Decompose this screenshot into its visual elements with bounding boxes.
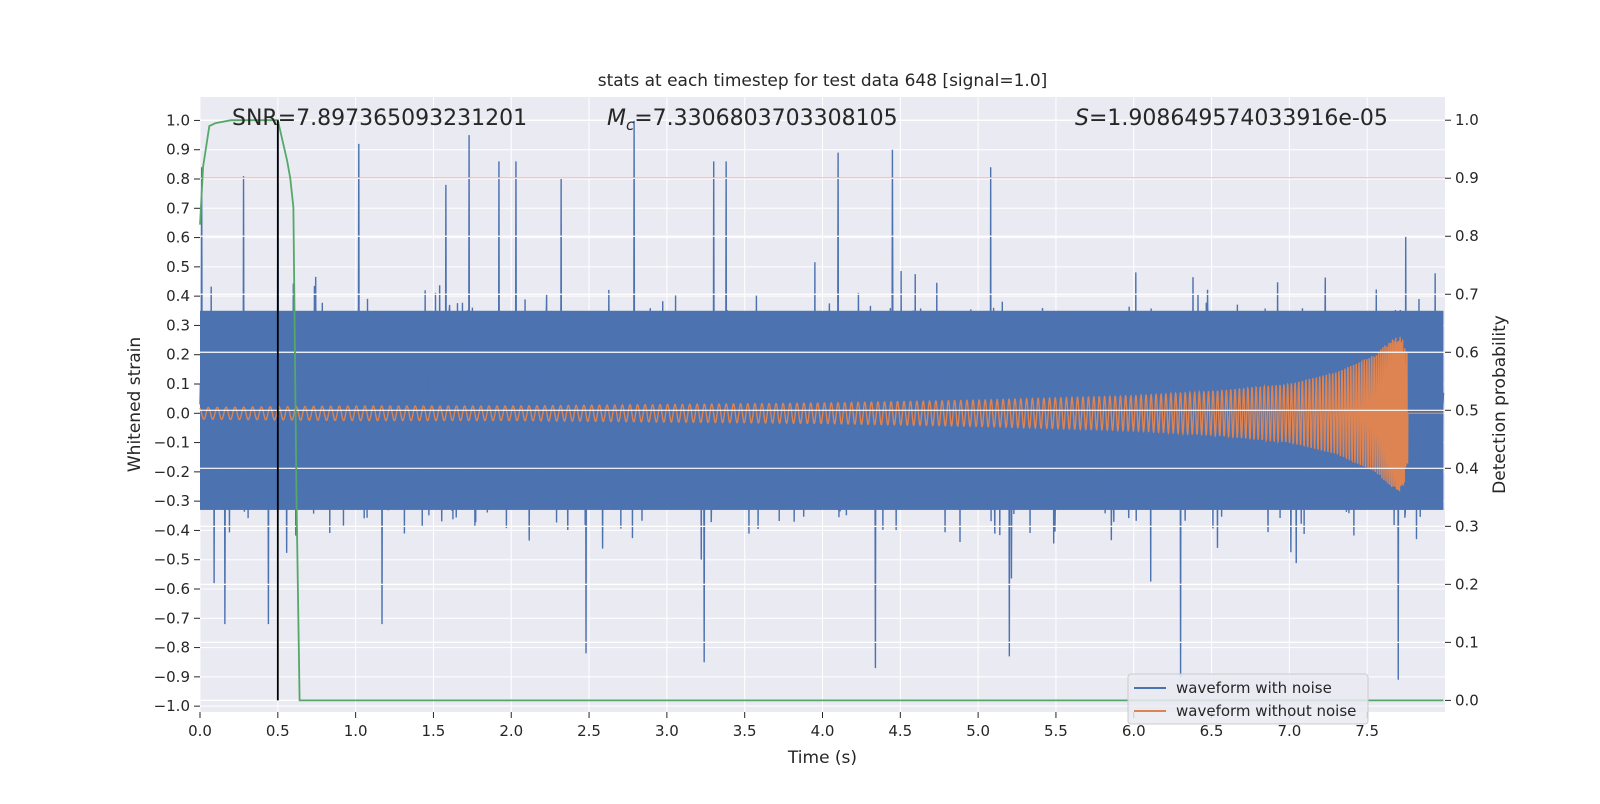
left-axis: 1.0 0.9 0.8 0.7 0.6 0.5 0.4 0.3 0.2 0.1 0.0 −0.1 −0.…	[154, 111, 200, 715]
x-tick-label: 7.0	[1277, 722, 1301, 740]
series-waveform-without-noise	[199, 336, 1444, 492]
x-tick-label: 6.0	[1122, 722, 1146, 740]
y-left-tick-label: 0.5	[166, 258, 190, 276]
x-tick-label: 1.5	[422, 722, 446, 740]
x-tick-label: 2.5	[577, 722, 601, 740]
y-right-tick-label: 0.5	[1455, 401, 1479, 419]
y-left-tick-label: −0.1	[154, 434, 190, 452]
x-tick-label: 4.5	[888, 722, 912, 740]
y-right-tick-label: 0.7	[1455, 285, 1479, 303]
y-left-tick-label: 0.9	[166, 141, 190, 159]
s-value: =1.908649574033916e-05	[1089, 106, 1388, 131]
y-axis-left-label: Whitened strain	[125, 337, 145, 472]
chirp-mass-annotation: Mc=7.3306803703308105	[607, 106, 898, 134]
y-left-tick-label: −0.6	[154, 580, 190, 598]
y-left-tick-label: 0.3	[166, 316, 190, 334]
y-left-tick-label: −0.3	[154, 492, 190, 510]
x-tick-label: 3.5	[733, 722, 757, 740]
plot-marks	[199, 119, 1445, 702]
y-left-tick-label: 1.0	[166, 111, 190, 129]
x-tick-label: 6.5	[1200, 722, 1224, 740]
y-left-tick-label: −1.0	[154, 697, 190, 715]
x-tick-label: 0.0	[188, 722, 212, 740]
y-right-tick-label: 1.0	[1455, 111, 1479, 129]
y-right-tick-label: 0.6	[1455, 343, 1479, 361]
x-tick-label: 5.0	[966, 722, 990, 740]
y-left-tick-label: −0.4	[154, 521, 190, 539]
x-axis-label: Time (s)	[787, 748, 857, 768]
y-right-tick-label: 0.1	[1455, 633, 1479, 651]
x-tick-label: 1.0	[344, 722, 368, 740]
y-left-tick-label: 0.0	[166, 404, 190, 422]
s-symbol: S	[1075, 106, 1089, 131]
legend: waveform with noise waveform without noi…	[1127, 673, 1369, 725]
x-tick-label: 7.5	[1355, 722, 1379, 740]
y-right-tick-label: 0.8	[1455, 227, 1479, 245]
s-annotation: S=1.908649574033916e-05	[1075, 106, 1388, 131]
chart-title: stats at each timestep for test data 648…	[598, 71, 1048, 91]
y-left-tick-label: −0.2	[154, 463, 190, 481]
y-left-tick-label: −0.9	[154, 668, 190, 686]
y-left-tick-label: 0.4	[166, 287, 190, 305]
x-tick-label: 3.0	[655, 722, 679, 740]
y-left-tick-label: 0.2	[166, 346, 190, 364]
chirp-mass-value: =7.3306803703308105	[634, 106, 897, 131]
y-left-tick-label: 0.8	[166, 170, 190, 188]
x-tick-label: 5.5	[1044, 722, 1068, 740]
y-left-tick-label: 0.6	[166, 229, 190, 247]
chirp-mass-symbol: M	[607, 106, 626, 131]
y-right-tick-label: 0.3	[1455, 517, 1479, 535]
y-left-tick-label: −0.7	[154, 609, 190, 627]
x-tick-label: 0.5	[266, 722, 290, 740]
legend-label-signal: waveform without noise	[1176, 702, 1356, 720]
y-right-tick-label: 0.4	[1455, 459, 1479, 477]
legend-box	[1127, 673, 1369, 725]
y-axis-right-label: Detection probability	[1490, 315, 1510, 494]
y-right-tick-label: 0.0	[1455, 691, 1479, 709]
right-axis: 1.0 0.9 0.8 0.7 0.6 0.5 0.4 0.3 0.2 0.1 0.0	[1445, 111, 1479, 709]
snr-annotation: SNR=7.897365093231201	[232, 106, 527, 131]
y-left-tick-label: 0.1	[166, 375, 190, 393]
x-tick-label: 4.0	[811, 722, 835, 740]
chirp-mass-subscript: c	[626, 116, 635, 134]
y-left-tick-label: 0.7	[166, 199, 190, 217]
y-right-tick-label: 0.2	[1455, 575, 1479, 593]
x-tick-label: 2.0	[499, 722, 523, 740]
legend-label-noise: waveform with noise	[1176, 679, 1332, 697]
y-left-tick-label: −0.5	[154, 551, 190, 569]
y-right-tick-label: 0.9	[1455, 169, 1479, 187]
y-left-tick-label: −0.8	[154, 639, 190, 657]
